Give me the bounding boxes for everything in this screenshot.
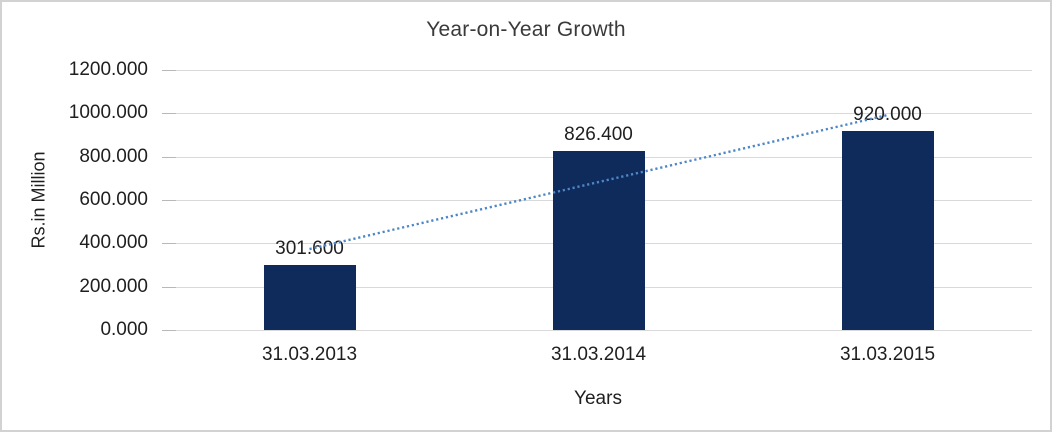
y-axis-tick-label: 800.000 [79, 146, 148, 167]
bar-data-label: 301.600 [275, 237, 344, 259]
y-axis-tick [162, 287, 176, 288]
y-axis-tick-label: 1000.000 [68, 102, 148, 123]
y-axis-tick [162, 157, 176, 158]
x-axis-category-label: 31.03.2015 [839, 344, 936, 365]
bar-data-label: 826.400 [564, 123, 633, 145]
y-gridline [165, 113, 1032, 114]
x-axis-category-label: 31.03.2013 [261, 344, 358, 365]
y-axis-tick [162, 70, 176, 71]
y-gridline [165, 70, 1032, 71]
y-axis-tick-label: 200.000 [79, 276, 148, 297]
y-axis-tick [162, 113, 176, 114]
y-axis-tick-label: 600.000 [79, 189, 148, 210]
bar [552, 150, 645, 330]
x-axis-category-label: 31.03.2014 [550, 344, 647, 365]
chart-title: Year-on-Year Growth [426, 18, 626, 41]
y-axis-tick [162, 200, 176, 201]
y-axis-tick [162, 330, 176, 331]
bar [841, 130, 934, 330]
bar [263, 264, 356, 330]
y-axis-tick [162, 243, 176, 244]
bar-data-label: 920.000 [853, 103, 922, 125]
y-axis-tick-label: 1200.000 [68, 59, 148, 80]
y-axis-tick-label: 0.000 [100, 319, 148, 340]
y-axis-tick-label: 400.000 [79, 232, 148, 253]
x-axis-title: Years [574, 388, 622, 409]
y-gridline [165, 330, 1032, 331]
